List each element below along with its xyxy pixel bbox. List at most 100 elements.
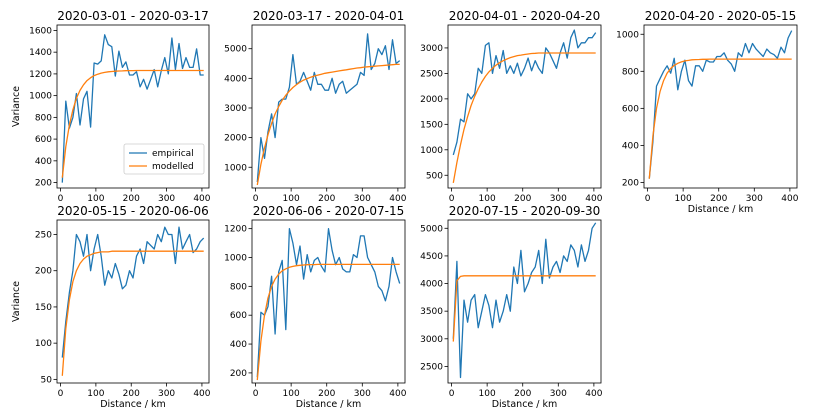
series-modelled-line — [256, 63, 400, 186]
x-tick-label: 400 — [389, 389, 406, 399]
y-tick-label: 5000 — [224, 45, 247, 55]
y-tick-label: 1500 — [420, 120, 443, 130]
y-tick-label: 3000 — [420, 335, 443, 345]
y-tick-label: 1000 — [616, 30, 639, 40]
y-tick-label: 3000 — [420, 44, 443, 54]
x-tick-label: 0 — [449, 194, 455, 204]
axes-frame — [251, 219, 406, 384]
y-tick-label: 250 — [35, 230, 52, 240]
x-tick-label: 200 — [514, 194, 531, 204]
legend-label-empirical: empirical — [152, 149, 194, 159]
y-tick-label: 4000 — [420, 280, 443, 290]
y-tick-label: 1000 — [29, 92, 52, 102]
x-tick-label: 200 — [318, 389, 335, 399]
x-tick-label: 400 — [389, 194, 406, 204]
x-tick-label: 100 — [87, 194, 104, 204]
y-tick-label: 3500 — [420, 307, 443, 317]
x-axis-label: Distance / km — [100, 399, 166, 408]
axes-frame — [447, 219, 602, 384]
subplot-title: 2020-03-17 - 2020-04-01 — [253, 9, 404, 23]
y-tick-label: 5000 — [420, 224, 443, 234]
axes-frame — [56, 219, 210, 384]
axes-frame — [251, 24, 406, 189]
x-tick-label: 300 — [158, 194, 175, 204]
y-tick-label: 200 — [35, 179, 52, 189]
y-tick-label: 600 — [622, 104, 639, 114]
series-modelled-line — [256, 263, 400, 381]
y-tick-label: 100 — [35, 339, 52, 349]
subplot-3: 0 100 200 300 400 500 1000 1500 2000 2500 3000 2020… — [420, 9, 603, 204]
y-tick-label: 4500 — [420, 252, 443, 262]
subplot-title: 2020-05-15 - 2020-06-06 — [57, 204, 208, 218]
x-tick-label: 0 — [58, 194, 64, 204]
x-tick-label: 200 — [318, 194, 335, 204]
x-tick-label: 100 — [479, 389, 496, 399]
x-tick-label: 100 — [283, 194, 300, 204]
y-tick-label: 4000 — [224, 74, 247, 84]
y-tick-label: 600 — [230, 311, 247, 321]
y-tick-label: 1600 — [29, 26, 52, 36]
x-tick-label: 300 — [158, 389, 175, 399]
y-tick-label: 1000 — [420, 146, 443, 156]
y-tick-label: 1000 — [224, 163, 247, 173]
x-tick-label: 400 — [585, 389, 602, 399]
y-tick-label: 800 — [35, 113, 52, 123]
x-tick-label: 100 — [87, 389, 104, 399]
subplot-1: 0 100 200 300 400 200 400 600 800 1000 1200 1400 160… — [11, 9, 211, 204]
y-tick-label: 1000 — [224, 254, 247, 264]
x-axis-label: Distance / km — [688, 204, 754, 215]
x-axis-label: Distance / km — [296, 399, 362, 408]
y-tick-label: 1400 — [29, 48, 52, 58]
y-tick-label: 2000 — [420, 95, 443, 105]
y-tick-label: 150 — [35, 303, 52, 313]
y-tick-label: 50 — [41, 375, 53, 385]
x-tick-label: 200 — [123, 389, 140, 399]
y-tick-label: 200 — [35, 267, 52, 277]
subplot-title: 2020-04-20 - 2020-05-15 — [645, 9, 796, 23]
axes-frame — [56, 24, 210, 189]
x-tick-label: 0 — [253, 389, 259, 399]
x-tick-label: 400 — [781, 194, 798, 204]
y-axis-label: Variance — [11, 86, 22, 127]
y-tick-label: 800 — [622, 67, 639, 77]
x-tick-label: 100 — [479, 194, 496, 204]
series-empirical-line — [648, 30, 793, 179]
y-tick-label: 400 — [622, 141, 639, 151]
series-empirical-line — [256, 228, 401, 378]
y-tick-label: 400 — [230, 340, 247, 350]
subplot-7: 0 100 200 300 400 2500 3000 3500 4000 4500 5000 202… — [420, 204, 603, 408]
x-tick-label: 400 — [585, 194, 602, 204]
x-tick-label: 400 — [193, 389, 210, 399]
x-tick-label: 200 — [710, 194, 727, 204]
x-tick-label: 400 — [193, 194, 210, 204]
x-tick-label: 300 — [550, 389, 567, 399]
axes-frame — [447, 24, 602, 189]
subplot-title: 2020-03-01 - 2020-03-17 — [57, 9, 208, 23]
y-tick-label: 1200 — [224, 225, 247, 235]
series-modelled-line — [452, 275, 596, 342]
x-tick-label: 100 — [675, 194, 692, 204]
subplot-6: 0 100 200 300 400 200 400 600 800 1000 1200 2020-06… — [224, 204, 407, 408]
series-empirical-line — [61, 226, 205, 358]
y-axis-label: Variance — [11, 281, 22, 322]
series-empirical-line — [452, 222, 597, 379]
legend-label-modelled: modelled — [152, 162, 194, 172]
y-tick-label: 2500 — [420, 362, 443, 372]
y-tick-label: 3000 — [224, 104, 247, 114]
x-tick-label: 200 — [514, 389, 531, 399]
x-tick-label: 300 — [746, 194, 763, 204]
subplot-5: 0 100 200 300 400 50 100 150 200 250 2020-05-15 - … — [11, 204, 211, 408]
subplot-2: 0 100 200 300 400 1000 2000 3000 4000 5000 2020-03… — [224, 9, 407, 204]
y-tick-label: 800 — [230, 282, 247, 292]
subplot-4: 0 100 200 300 400 200 400 600 800 1000 2020-04-20 … — [616, 9, 799, 215]
y-tick-label: 2000 — [224, 134, 247, 144]
x-tick-label: 0 — [253, 194, 259, 204]
y-tick-label: 1200 — [29, 70, 52, 80]
x-tick-label: 0 — [449, 389, 455, 399]
series-empirical-line — [61, 34, 204, 183]
subplot-title: 2020-07-15 - 2020-09-30 — [449, 204, 600, 218]
x-tick-label: 100 — [283, 389, 300, 399]
y-tick-label: 500 — [426, 171, 443, 181]
x-tick-label: 0 — [58, 389, 64, 399]
